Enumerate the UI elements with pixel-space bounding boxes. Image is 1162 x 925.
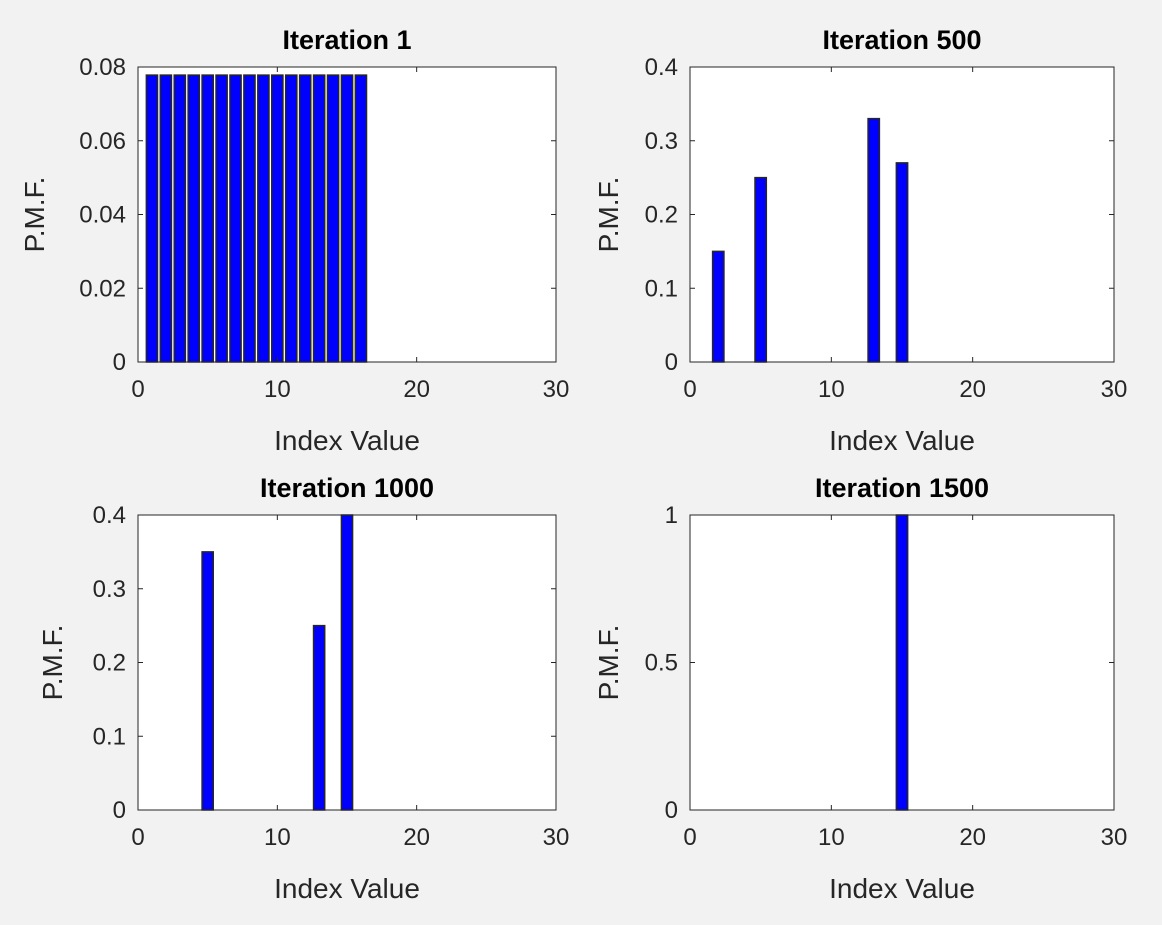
y-axis-label: P.M.F. [593,177,624,253]
x-axis-label: Index Value [274,873,420,904]
y-tick-label: 0.4 [93,502,126,529]
x-tick-label: 0 [131,824,144,851]
x-tick-label: 20 [403,376,430,403]
y-tick-label: 0.1 [93,723,126,750]
y-tick-label: 0.08 [79,54,126,81]
y-tick-label: 0.06 [79,128,126,155]
bar-index-12 [298,74,312,363]
bar-group [201,514,354,811]
y-tick-label: 0.1 [645,275,678,302]
y-tick-label: 0.3 [93,576,126,603]
bar-index-6 [215,74,228,363]
y-tick-label: 0.04 [79,202,126,229]
x-tick-label: 10 [264,376,291,403]
bar-index-8 [243,74,256,363]
x-tick-label: 30 [1101,824,1128,851]
y-tick-label: 0.2 [93,650,126,677]
x-tick-label: 0 [131,376,144,403]
bar-index-4 [187,74,201,363]
subplot-iteration-1: 0 10 20 30 0 0.02 0.04 0.06 0.08 Iteration 1 Ind… [19,25,569,456]
x-tick-label: 30 [543,376,570,403]
y-axis-label: P.M.F. [37,625,68,701]
y-axis-label: P.M.F. [593,625,624,701]
bar-index-3 [173,74,187,363]
bar-index-11 [284,74,298,363]
x-tick-label: 10 [818,376,845,403]
chart-title: Iteration 1 [282,25,411,55]
y-tick-label: 0 [665,349,678,376]
x-tick-label: 20 [403,824,430,851]
x-tick-label: 30 [543,824,570,851]
y-tick-label: 0.02 [79,275,126,302]
y-tick-label: 0 [113,349,126,376]
x-axis-label: Index Value [829,873,975,904]
y-tick-label: 0.2 [645,202,678,229]
x-axis-label: Index Value [829,425,975,456]
x-axis-label: Index Value [274,425,420,456]
bar-index-16 [354,74,368,363]
x-tick-label: 10 [264,824,291,851]
x-tick-label: 20 [959,376,986,403]
x-tick-label: 30 [1101,376,1128,403]
bar-index-13 [312,74,326,363]
bar-index-9 [257,74,270,363]
bar-index-15 [895,514,909,811]
bar-index-5 [201,551,214,811]
bar-index-14 [326,74,340,363]
y-tick-label: 0 [665,797,678,824]
x-tick-label: 0 [683,376,696,403]
bar-index-13 [867,117,881,363]
bar-index-13 [312,624,326,811]
tick-group: 0 10 20 30 0 0.1 0.2 0.3 0.4 [645,54,1128,403]
x-tick-label: 20 [959,824,986,851]
y-tick-label: 0 [113,797,126,824]
bar-index-15 [895,162,909,363]
x-tick-label: 0 [683,824,696,851]
bar-index-15 [340,74,354,363]
bar-index-1 [145,74,159,363]
bar-group [145,74,368,363]
bar-index-2 [711,250,725,363]
subplot-iteration-500: 0 10 20 30 0 0.1 0.2 0.3 0.4 Iteration 500 Index… [593,25,1127,456]
y-tick-label: 0.3 [645,128,678,155]
tick-group: 0 10 20 30 0 0.02 0.04 0.06 0.08 [79,54,569,403]
x-tick-label: 10 [818,824,845,851]
bar-index-7 [229,74,242,363]
y-tick-label: 0.4 [645,54,678,81]
subplot-iteration-1000: 0 10 20 30 0 0.1 0.2 0.3 0.4 Iteration 1000 Inde… [37,473,569,904]
y-tick-label: 0.5 [645,650,678,677]
chart-title: Iteration 500 [822,25,981,55]
y-axis-label: P.M.F. [19,177,50,253]
bar-index-2 [159,74,173,363]
chart-title: Iteration 1000 [260,473,434,503]
chart-title: Iteration 1500 [815,473,989,503]
tick-group: 0 10 20 30 0 0.5 1 [645,502,1128,851]
tick-group: 0 10 20 30 0 0.1 0.2 0.3 0.4 [93,502,570,851]
bar-group [711,117,909,363]
bar-index-5 [754,176,768,363]
bar-group [895,514,909,811]
y-tick-label: 1 [665,502,678,529]
bar-index-15 [340,514,354,811]
bar-index-5 [201,74,214,363]
bar-index-10 [271,74,284,363]
